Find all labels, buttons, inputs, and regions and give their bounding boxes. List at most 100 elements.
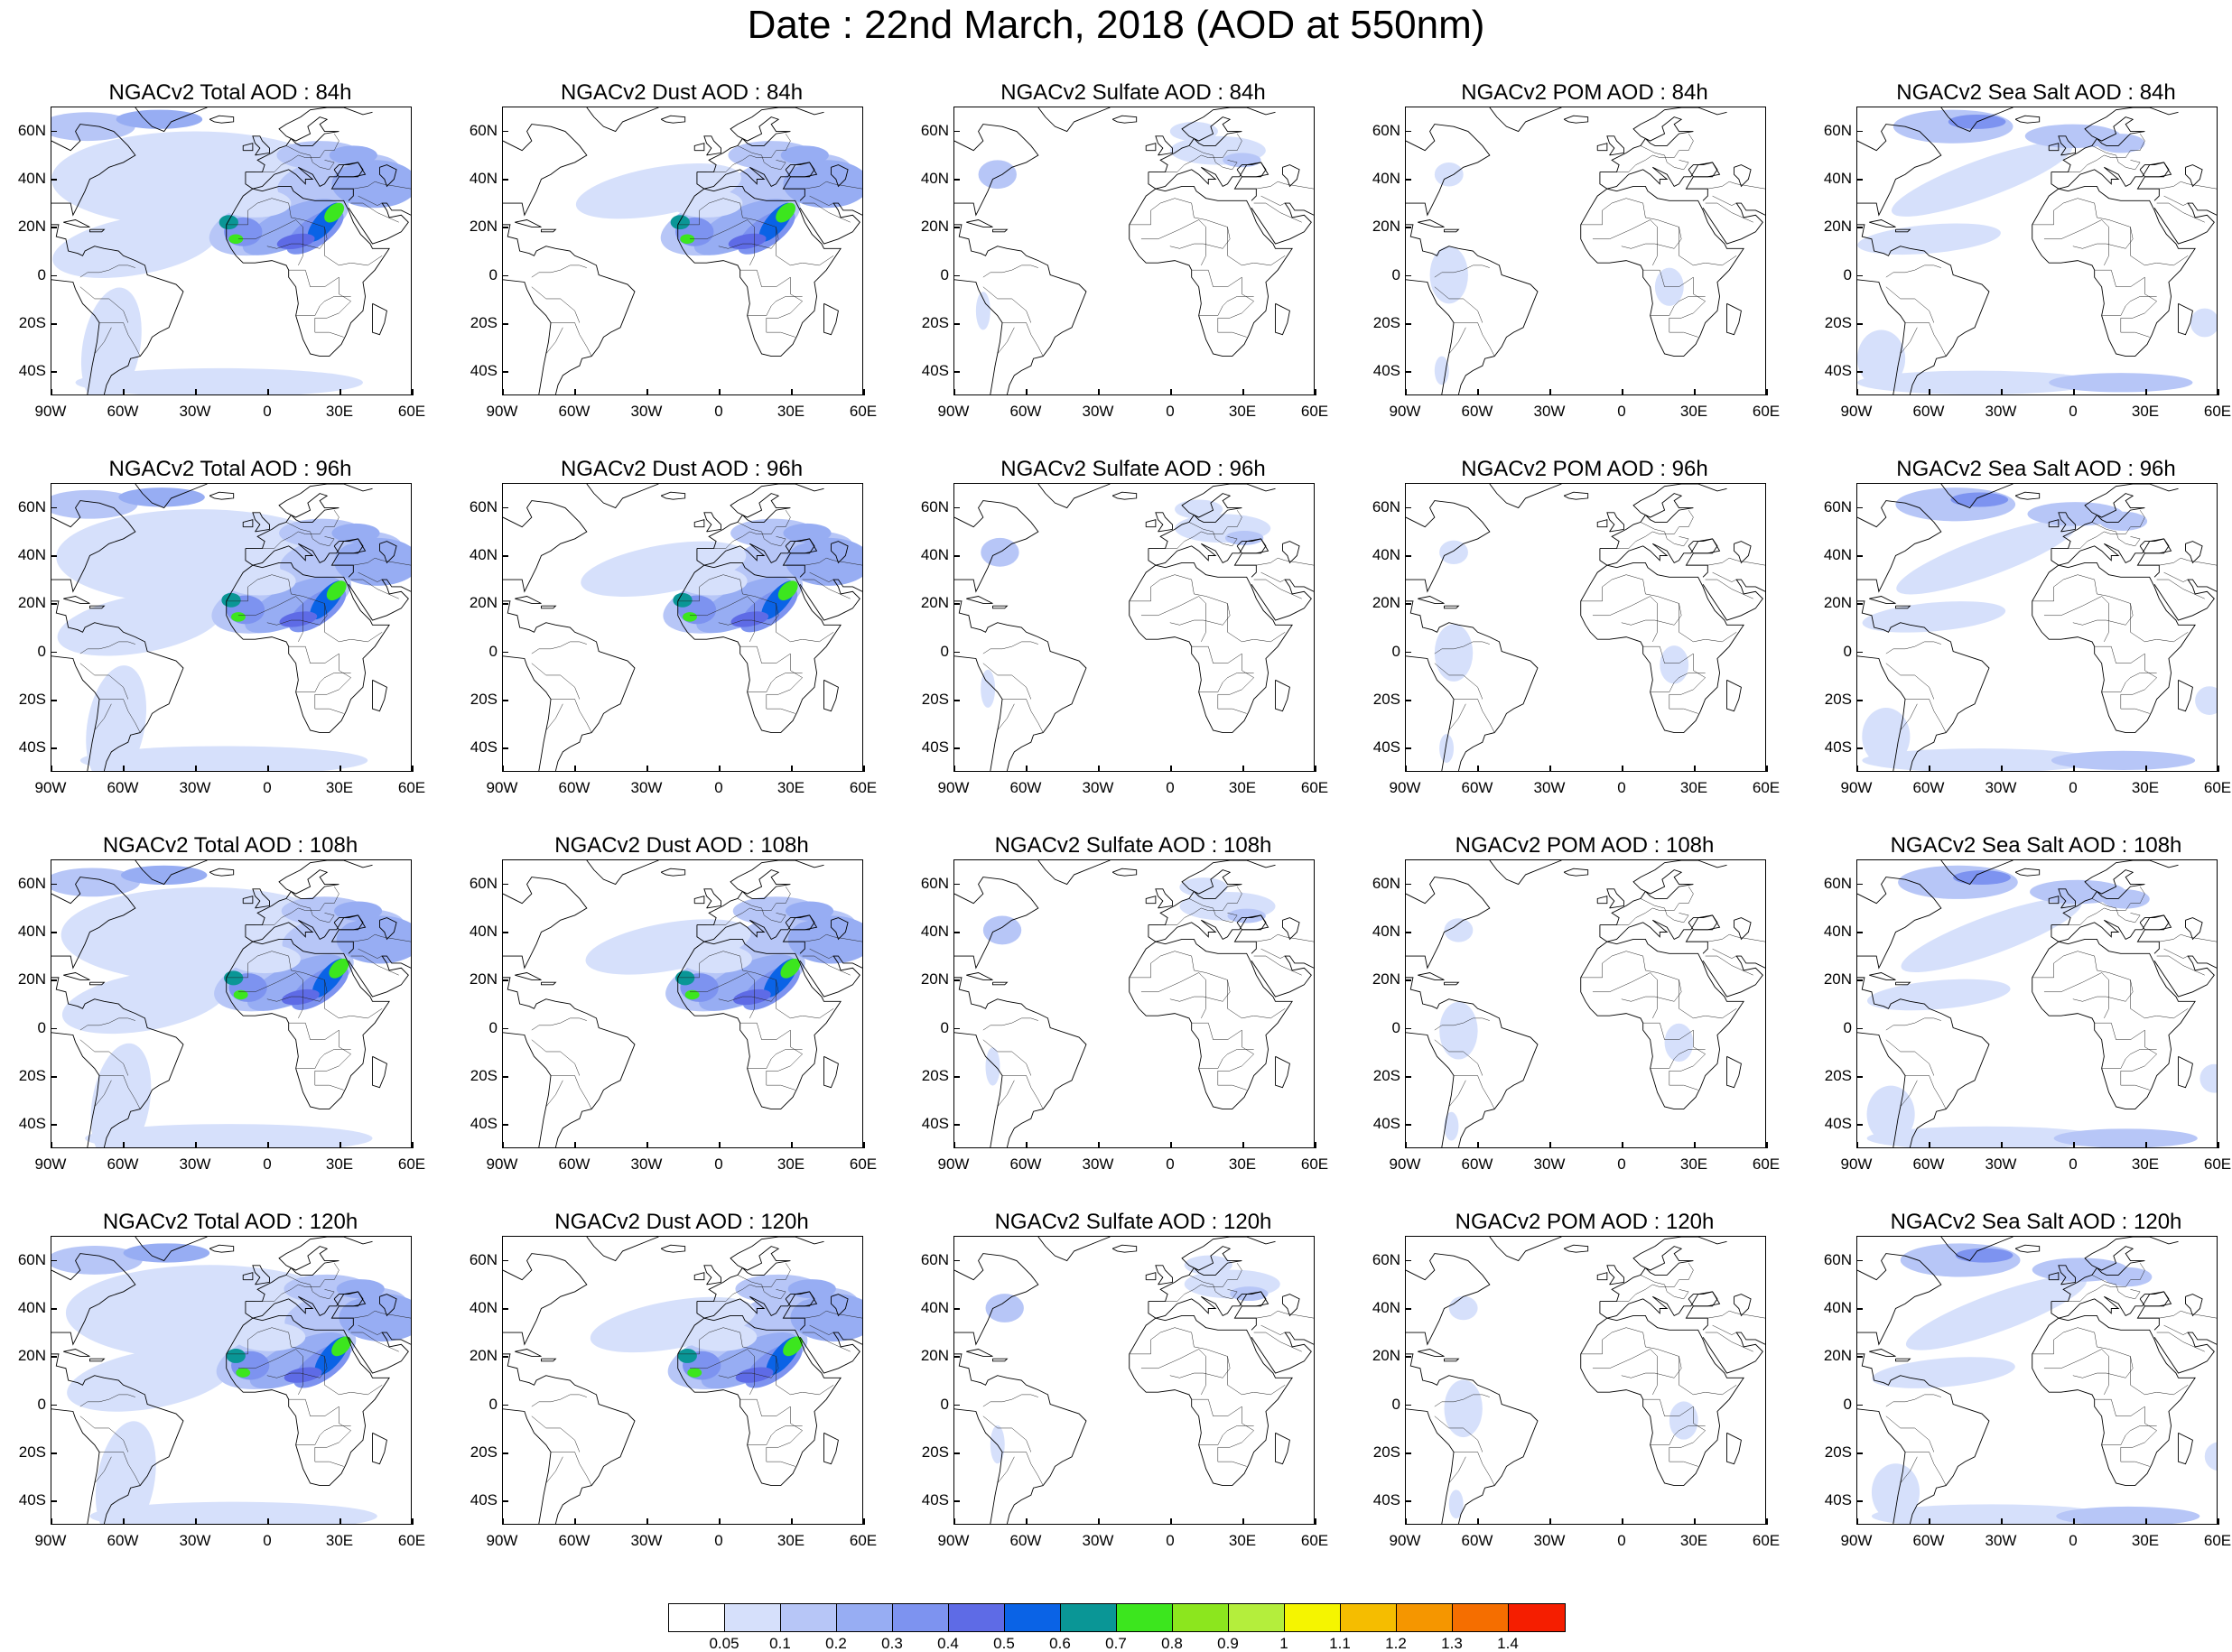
coastline [1037,1237,1111,1262]
coastline [515,972,542,980]
coastline [503,124,588,217]
lon-tick-label: 60E [1752,1155,1781,1173]
lat-tick-label: 60N [1372,1250,1400,1268]
lon-tick-mark [1098,766,1100,772]
coastline [2051,914,2170,954]
coastline [1895,1358,1911,1362]
country-border [545,1456,563,1484]
lat-tick-mark [1856,323,1863,325]
coastline [693,143,705,152]
country-border [531,641,587,654]
coastline [2185,917,2203,941]
lon-tick-mark [1622,1142,1623,1148]
country-border [1705,202,1753,223]
lon-tick-mark [646,1518,648,1525]
aod-contour [80,287,142,394]
country-border [1905,322,1947,357]
coastline [823,679,839,712]
aod-contour [329,145,377,165]
country-border [1198,673,1254,692]
country-border [1158,886,1242,925]
coastline [372,679,387,712]
coastline [209,491,235,500]
lon-tick-mark [1694,1142,1696,1148]
coastline [226,186,390,357]
colorbar-label: 0.5 [993,1635,1015,1652]
country-border [2094,269,2158,338]
country-border [804,557,862,566]
country-border [1885,1039,1935,1076]
aod-contour [86,665,147,771]
country-border [677,1327,834,1396]
lat-tick-label: 20N [17,594,46,612]
country-border [99,1452,141,1486]
country-border [2159,933,2217,942]
country-border [1454,322,1495,357]
country-border [79,663,129,700]
coastline [1596,896,1608,905]
lon-tick-label: 90W [937,1155,970,1173]
lon-tick-mark [1098,1518,1100,1525]
country-border [1885,1415,1935,1452]
lat-tick-mark [1856,1027,1863,1030]
country-border [2043,219,2109,266]
coastline [1145,1272,1157,1281]
coastline [1857,124,1942,217]
lon-tick-label: 60W [1461,403,1493,420]
lat-tick-label: 60N [1372,497,1400,515]
colorbar-label: 0.05 [709,1635,739,1652]
lat-tick-label: 0 [1391,1395,1400,1413]
lon-tick-mark [339,1142,341,1148]
coastline [51,224,184,394]
lon-tick-mark [2218,1142,2219,1148]
lat-tick-label: 20N [920,594,949,612]
country-border [353,1310,411,1319]
country-border [2060,133,2145,172]
aod-field [1429,162,1684,385]
coastline [2058,888,2076,909]
lat-tick-mark [1405,274,1411,277]
aod-contour [219,215,238,230]
map-frame [51,1236,412,1525]
country-border [2163,1324,2189,1335]
aod-contour [1660,645,1689,684]
aod-field [985,1255,1280,1464]
aod-contour [982,915,1022,945]
lon-tick-label: 60W [558,1155,591,1173]
lon-tick-label: 30E [1679,779,1708,796]
coastline [1940,860,2013,886]
lon-tick-label: 0 [714,403,723,420]
country-border [1640,145,1689,171]
lon-tick-label: 0 [714,1155,723,1173]
aod-map [503,1237,862,1524]
coastline [1940,484,2013,509]
coastline [954,224,1087,394]
country-border [997,1080,1015,1108]
lat-tick-label: 60N [1372,874,1400,892]
lat-tick-label: 20S [18,1443,46,1461]
coastline [209,115,235,124]
map-panel-total-0: NGACv2 Total AOD : 84h 60N 40N 20N 0 20S 40S 90… [0,79,451,450]
coastline [2153,955,2217,998]
lon-tick-mark [195,389,197,395]
lon-tick-mark [502,1518,504,1525]
lat-tick-label: 20N [17,970,46,988]
lat-tick-mark [1405,1259,1411,1262]
country-border [1640,1275,1689,1300]
lon-tick-label: 60E [1752,403,1781,420]
aod-contour [673,592,693,608]
lat-tick-label: 0 [37,1018,46,1036]
lat-tick-label: 20N [1823,970,1852,988]
country-border [350,202,399,223]
lon-tick-label: 60E [849,1532,878,1549]
lat-tick-label: 20S [921,1443,949,1461]
coastline [1734,917,1752,941]
lon-tick-mark [123,389,125,395]
coastline [1145,519,1157,528]
colorbar-swatch [1005,1604,1061,1631]
aod-contour [1669,1401,1698,1440]
lat-tick-label: 60N [1823,497,1852,515]
coastline [1155,888,1173,909]
coastline [586,107,659,133]
aod-contour [687,1368,702,1378]
